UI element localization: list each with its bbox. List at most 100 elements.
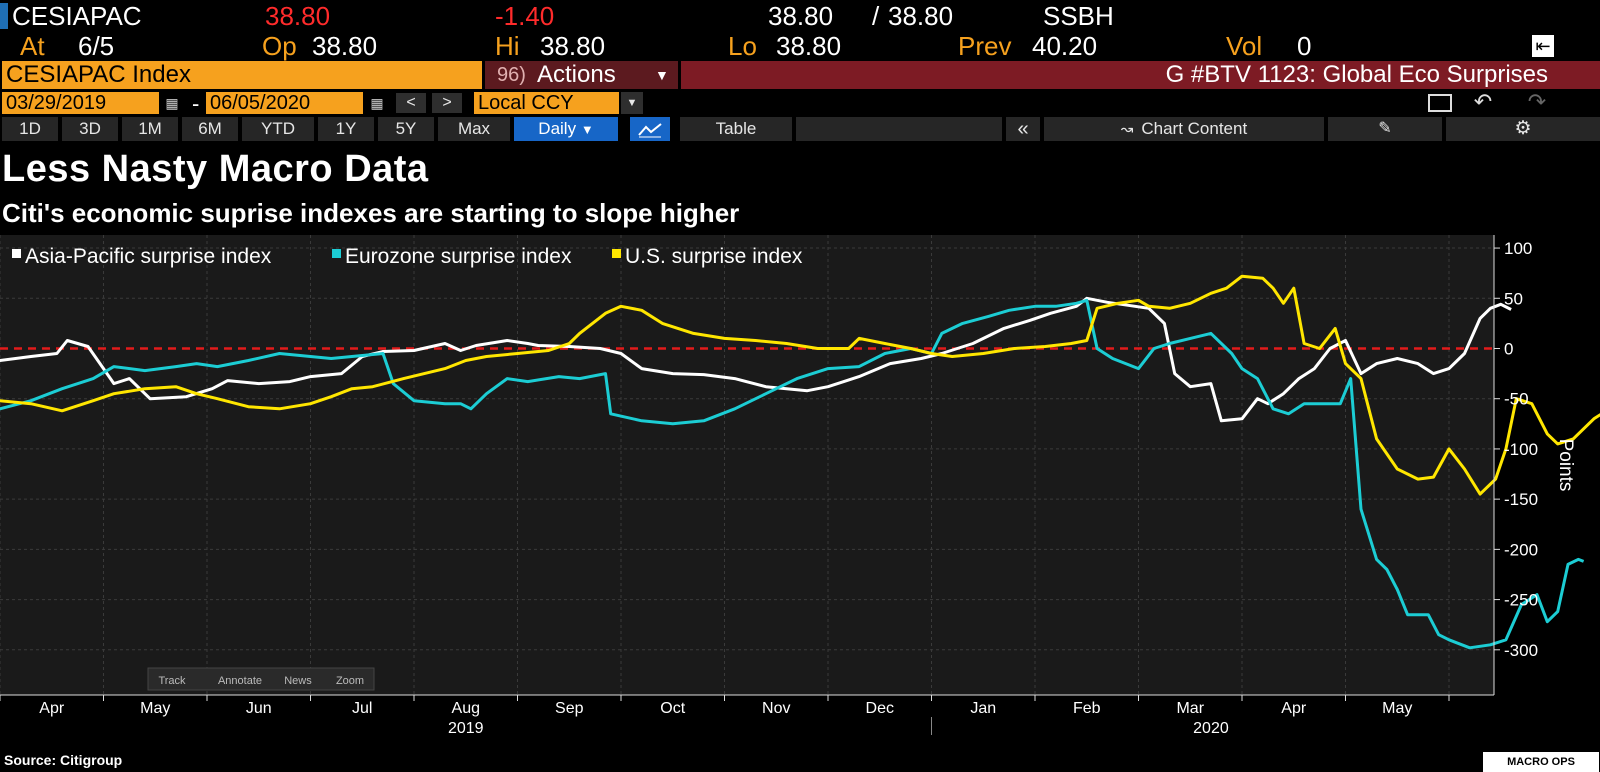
price-change: -1.40 [495, 1, 555, 31]
macro-ops-logo: MACRO OPS [1483, 752, 1599, 772]
series-line-us [0, 274, 1600, 496]
chart-content-button[interactable]: ↝ Chart Content [1044, 117, 1324, 141]
open-value: 38.80 [312, 31, 378, 61]
bid-price: 38.80 [768, 1, 834, 31]
ticker-symbol: CESIAPAC [12, 1, 142, 31]
plot-background [0, 235, 1494, 695]
chart-subtitle: Citi's economic suprise indexes are star… [2, 198, 740, 228]
legend-label-euro: Eurozone surprise index [345, 245, 572, 268]
bid-ask-separator: / [872, 1, 880, 31]
toolbar-spacer [796, 117, 1002, 141]
date-range-dash: - [192, 91, 200, 116]
x-tick-label: Nov [762, 700, 790, 717]
security-field[interactable]: CESIAPAC Index [2, 61, 482, 89]
range-max-button[interactable]: Max [438, 117, 510, 141]
chart-content-icon: ↝ [1120, 121, 1134, 138]
calendar-icon[interactable]: ▦ [370, 95, 384, 111]
volume-value: 0 [1297, 31, 1312, 61]
y-tick-label: -100 [1504, 440, 1538, 459]
range-1y-button[interactable]: 1Y [318, 117, 374, 141]
range-ytd-button[interactable]: YTD [242, 117, 314, 141]
range-5y-button[interactable]: 5Y [378, 117, 434, 141]
chevron-down-icon: ▼ [580, 122, 594, 137]
series-line-asia [0, 296, 1512, 423]
x-tick-label: Apr [1281, 700, 1307, 717]
prev-label: Prev [958, 31, 1012, 61]
x-tick-label: Sep [555, 700, 584, 717]
y-tick-label: -50 [1504, 390, 1529, 409]
chart-tool-annotate[interactable]: Annotate [218, 675, 262, 687]
start-date-field[interactable]: 03/29/2019 [2, 92, 159, 114]
x-tick-label: May [1382, 700, 1412, 717]
y-tick-label: 50 [1504, 289, 1523, 308]
legend-label-us: U.S. surprise index [625, 245, 803, 268]
x-tick-label: Aug [452, 700, 480, 717]
edit-icon[interactable]: ✎ [1328, 117, 1442, 141]
low-value: 38.80 [776, 31, 842, 61]
x-tick-label: Dec [866, 700, 894, 717]
x-tick-label: Jun [246, 700, 272, 717]
currency-value: Local CCY [478, 92, 574, 114]
undo-icon[interactable]: ↶ [1473, 89, 1493, 114]
range-3d-button[interactable]: 3D [62, 117, 118, 141]
security-name: CESIAPAC Index [6, 61, 191, 88]
gear-icon[interactable]: ⚙ [1446, 117, 1600, 141]
actions-number: 96) [497, 64, 526, 86]
year-label: 2020 [1193, 720, 1229, 737]
chart-title-bar: G #BTV 1123: Global Eco Surprises [681, 61, 1600, 89]
line-chart-icon[interactable] [630, 117, 670, 141]
next-period-button[interactable]: > [432, 93, 462, 113]
period-select[interactable]: Daily ▼ [514, 117, 618, 141]
high-label: Hi [495, 31, 520, 61]
end-date-field[interactable]: 06/05/2020 [206, 92, 363, 114]
chart-content-label: Chart Content [1141, 119, 1248, 138]
series-line-euro [0, 298, 1585, 650]
y-tick-label: 100 [1504, 239, 1532, 258]
range-1d-button[interactable]: 1D [2, 117, 58, 141]
chart-tool-news[interactable]: News [284, 675, 312, 687]
prev-period-button[interactable]: < [396, 93, 426, 113]
range-1m-button[interactable]: 1M [122, 117, 178, 141]
chart-tools-strip [147, 667, 375, 691]
x-tick-label: Oct [660, 700, 685, 717]
prev-value: 40.20 [1032, 31, 1098, 61]
y-tick-label: -200 [1504, 540, 1538, 559]
ticker-marker [0, 3, 8, 29]
chart-title: Less Nasty Macro Data [2, 148, 429, 190]
open-label: Op [262, 31, 297, 61]
period-value: Daily [538, 119, 577, 138]
currency-select[interactable]: Local CCY [474, 92, 619, 114]
x-tick-label: Jan [970, 700, 996, 717]
end-date-value: 06/05/2020 [210, 92, 311, 114]
start-date-value: 03/29/2019 [6, 92, 107, 114]
legend-label-asia: Asia-Pacific surprise index [25, 245, 272, 268]
collapse-icon[interactable]: « [1006, 117, 1040, 141]
year-label: 2019 [448, 720, 484, 737]
legend-swatch-euro [332, 249, 341, 258]
y-tick-label: 0 [1504, 339, 1513, 358]
table-button[interactable]: Table [680, 117, 792, 141]
surprise-index-chart[interactable]: 100 50 0 -50 -100 -150 -200 -250 -300 Points Apr M… [0, 235, 1600, 740]
chevron-down-icon[interactable]: ▼ [621, 92, 643, 114]
presentation-icon[interactable] [1428, 94, 1452, 112]
volume-label: Vol [1226, 31, 1263, 61]
export-icon[interactable]: ⇤ [1532, 35, 1554, 57]
chevron-down-icon: ▼ [655, 67, 669, 83]
chart-title-text: G #BTV 1123: Global Eco Surprises [1165, 61, 1548, 88]
calendar-icon[interactable]: ▦ [165, 95, 179, 111]
at-value: 6/5 [78, 31, 115, 61]
legend-swatch-asia [12, 249, 21, 258]
x-tick-label: Mar [1176, 700, 1204, 717]
high-value: 38.80 [540, 31, 606, 61]
redo-icon[interactable]: ↷ [1527, 89, 1547, 114]
pricing-source: SSBH [1043, 1, 1114, 31]
source-note: Source: Citigroup [4, 752, 123, 768]
y-tick-label: -250 [1504, 591, 1538, 610]
actions-button[interactable]: 96) Actions ▼ [485, 61, 678, 89]
ask-price: 38.80 [888, 1, 954, 31]
range-6m-button[interactable]: 6M [182, 117, 238, 141]
x-tick-label: May [140, 700, 170, 717]
legend-swatch-us [612, 249, 621, 258]
chart-tool-track[interactable]: Track [158, 675, 186, 687]
chart-tool-zoom[interactable]: Zoom [336, 675, 364, 687]
